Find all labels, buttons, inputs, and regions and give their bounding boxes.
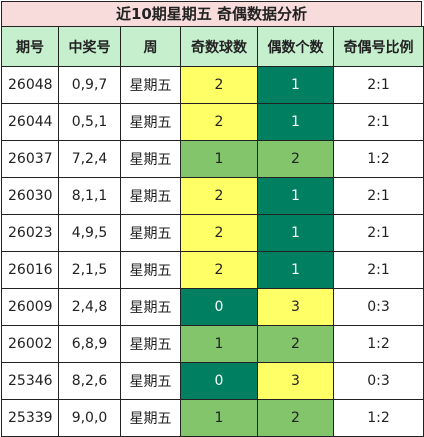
- cell-even-count: 1: [257, 103, 334, 141]
- cell-ratio: 2:1: [333, 214, 424, 252]
- cell-odd-count: 1: [180, 325, 258, 363]
- cell-even-count: 2: [257, 325, 334, 363]
- cell-ratio: 2:1: [333, 103, 424, 141]
- cell-ratio: 2:1: [333, 66, 424, 104]
- cell-weekday: 星期五: [120, 288, 181, 326]
- cell-odd-count: 1: [180, 399, 258, 437]
- cell-numbers: 2,4,8: [58, 288, 121, 326]
- cell-numbers: 8,1,1: [58, 177, 121, 215]
- cell-weekday: 星期五: [120, 399, 181, 437]
- cell-weekday: 星期五: [120, 103, 181, 141]
- cell-weekday: 星期五: [120, 214, 181, 252]
- cell-numbers: 4,9,5: [58, 214, 121, 252]
- page-title: 近10期星期五 奇偶数据分析: [1, 1, 422, 27]
- table-row: 26037 7,2,4 星期五 1 2 1:2: [1, 140, 424, 178]
- cell-issue: 26044: [1, 103, 59, 141]
- cell-numbers: 2,1,5: [58, 251, 121, 289]
- table-row: 26016 2,1,5 星期五 2 1 2:1: [1, 251, 424, 289]
- cell-issue: 26002: [1, 325, 59, 363]
- header-even-count: 偶数个数: [257, 26, 334, 67]
- cell-odd-count: 2: [180, 251, 258, 289]
- cell-odd-count: 2: [180, 214, 258, 252]
- cell-numbers: 9,0,0: [58, 399, 121, 437]
- cell-weekday: 星期五: [120, 177, 181, 215]
- cell-numbers: 6,8,9: [58, 325, 121, 363]
- table-row: 25339 9,0,0 星期五 1 2 1:2: [1, 399, 424, 437]
- table-row: 26044 0,5,1 星期五 2 1 2:1: [1, 103, 424, 141]
- cell-issue: 26030: [1, 177, 59, 215]
- cell-ratio: 1:2: [333, 325, 424, 363]
- table-row: 25346 8,2,6 星期五 0 3 0:3: [1, 362, 424, 400]
- cell-issue: 26037: [1, 140, 59, 178]
- header-numbers: 中奖号: [58, 26, 121, 67]
- cell-ratio: 2:1: [333, 177, 424, 215]
- cell-issue: 26023: [1, 214, 59, 252]
- header-issue: 期号: [1, 26, 59, 67]
- cell-even-count: 1: [257, 214, 334, 252]
- table-row: 26030 8,1,1 星期五 2 1 2:1: [1, 177, 424, 215]
- header-odd-count: 奇数球数: [180, 26, 258, 67]
- cell-even-count: 3: [257, 288, 334, 326]
- cell-odd-count: 0: [180, 288, 258, 326]
- cell-ratio: 0:3: [333, 362, 424, 400]
- cell-even-count: 1: [257, 251, 334, 289]
- cell-ratio: 1:2: [333, 140, 424, 178]
- table-row: 26009 2,4,8 星期五 0 3 0:3: [1, 288, 424, 326]
- cell-even-count: 1: [257, 66, 334, 104]
- table-row: 26023 4,9,5 星期五 2 1 2:1: [1, 214, 424, 252]
- cell-weekday: 星期五: [120, 325, 181, 363]
- header-weekday: 周: [120, 26, 181, 67]
- cell-odd-count: 1: [180, 140, 258, 178]
- cell-numbers: 7,2,4: [58, 140, 121, 178]
- cell-weekday: 星期五: [120, 66, 181, 104]
- cell-issue: 25339: [1, 399, 59, 437]
- cell-issue: 26048: [1, 66, 59, 104]
- header-row: 期号 中奖号 周 奇数球数 偶数个数 奇偶号比例: [1, 26, 424, 67]
- cell-odd-count: 2: [180, 66, 258, 104]
- cell-odd-count: 2: [180, 103, 258, 141]
- cell-even-count: 3: [257, 362, 334, 400]
- cell-odd-count: 0: [180, 362, 258, 400]
- cell-weekday: 星期五: [120, 251, 181, 289]
- cell-weekday: 星期五: [120, 362, 181, 400]
- cell-numbers: 0,5,1: [58, 103, 121, 141]
- cell-issue: 26016: [1, 251, 59, 289]
- cell-issue: 26009: [1, 288, 59, 326]
- cell-weekday: 星期五: [120, 140, 181, 178]
- cell-odd-count: 2: [180, 177, 258, 215]
- header-ratio: 奇偶号比例: [333, 26, 424, 67]
- analysis-table: 期号 中奖号 周 奇数球数 偶数个数 奇偶号比例 26048 0,9,7 星期五 2 1…: [1, 26, 424, 437]
- cell-even-count: 1: [257, 177, 334, 215]
- cell-issue: 25346: [1, 362, 59, 400]
- cell-ratio: 2:1: [333, 251, 424, 289]
- cell-ratio: 0:3: [333, 288, 424, 326]
- cell-numbers: 8,2,6: [58, 362, 121, 400]
- cell-even-count: 2: [257, 399, 334, 437]
- table-body: 26048 0,9,7 星期五 2 1 2:1 26044 0,5,1 星期五 2 1 2:1 2603…: [1, 66, 424, 437]
- table-row: 26048 0,9,7 星期五 2 1 2:1: [1, 66, 424, 104]
- table-row: 26002 6,8,9 星期五 1 2 1:2: [1, 325, 424, 363]
- cell-numbers: 0,9,7: [58, 66, 121, 104]
- cell-even-count: 2: [257, 140, 334, 178]
- cell-ratio: 1:2: [333, 399, 424, 437]
